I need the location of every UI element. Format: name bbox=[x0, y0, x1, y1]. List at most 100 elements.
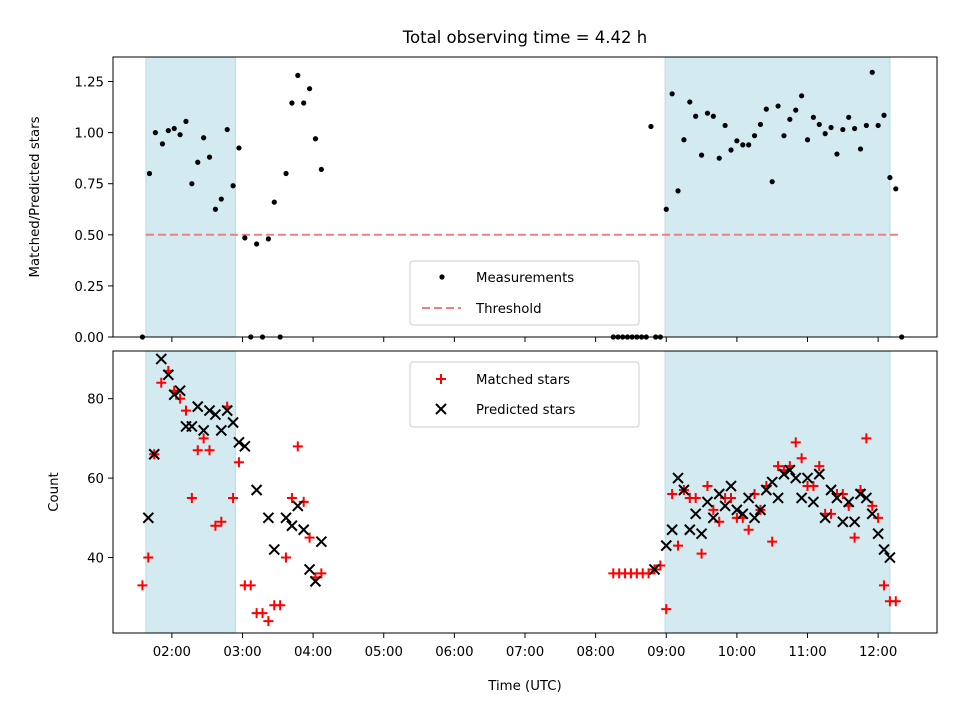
count-shaded-intervals bbox=[145, 350, 891, 634]
measurement-point bbox=[887, 174, 893, 181]
count-legend: Matched stars Predicted stars bbox=[409, 361, 640, 428]
measurement-point bbox=[230, 183, 236, 189]
predicted-star-point bbox=[766, 476, 778, 488]
measurement-point bbox=[857, 146, 864, 152]
measurement-point bbox=[863, 122, 869, 129]
measurement-point bbox=[681, 137, 687, 143]
count-y-tick-label: 80 bbox=[87, 393, 104, 408]
matched-star-point bbox=[708, 504, 719, 515]
x-tick-label: 11:00 bbox=[788, 645, 826, 660]
measurement-point bbox=[810, 114, 817, 120]
matched-star-point bbox=[702, 481, 713, 492]
predicted-star-point bbox=[754, 504, 767, 516]
predicted-star-point bbox=[866, 508, 878, 520]
matched-star-point bbox=[796, 453, 807, 464]
matched-star-point bbox=[861, 433, 872, 444]
matched-star-point bbox=[192, 445, 203, 456]
predicted-star-point bbox=[672, 472, 684, 484]
measurement-point bbox=[183, 118, 189, 124]
measurement-point bbox=[312, 136, 319, 142]
ratio-y-tick-label: 0.50 bbox=[74, 229, 104, 244]
predicted-star-point bbox=[795, 492, 808, 504]
predicted-star-point bbox=[719, 500, 731, 512]
measurement-point bbox=[301, 100, 307, 106]
x-tick-label: 02:00 bbox=[153, 645, 191, 660]
measurement-point bbox=[271, 199, 277, 205]
matched-star-point bbox=[257, 608, 268, 619]
ratio-legend-box bbox=[409, 260, 640, 326]
chart-title: Total observing time = 4.42 h bbox=[402, 28, 647, 47]
measurement-point bbox=[716, 155, 722, 161]
measurement-point bbox=[698, 152, 705, 158]
measurement-point bbox=[787, 116, 793, 122]
matched-star-point bbox=[690, 492, 701, 503]
measurement-point bbox=[722, 122, 728, 129]
measurement-point bbox=[852, 125, 858, 132]
predicted-star-point bbox=[872, 527, 884, 540]
predicted-star-point bbox=[737, 508, 749, 520]
predicted-star-point bbox=[221, 404, 233, 417]
matched-star-point bbox=[186, 492, 197, 503]
x-tick-label: 10:00 bbox=[718, 645, 756, 660]
ratio-x-ticks bbox=[171, 337, 879, 342]
predicted-star-point bbox=[801, 472, 814, 484]
matched-star-point bbox=[275, 600, 286, 611]
predicted-star-point bbox=[713, 488, 725, 500]
count-y-tick-label: 60 bbox=[87, 472, 104, 487]
matched-star-point bbox=[263, 616, 274, 627]
shaded-interval bbox=[664, 350, 891, 634]
measurement-point bbox=[195, 159, 201, 165]
measurement-point bbox=[295, 72, 301, 78]
legend-matched-marker bbox=[436, 374, 446, 384]
matched-star-point bbox=[726, 492, 736, 503]
matched-star-point bbox=[245, 580, 256, 591]
matched-star-point bbox=[743, 524, 754, 535]
measurement-point bbox=[201, 135, 207, 141]
legend-measurements-marker bbox=[439, 274, 445, 280]
measurement-point bbox=[775, 103, 781, 109]
x-tick-label: 07:00 bbox=[506, 645, 544, 660]
legend-predicted-label: Predicted stars bbox=[476, 403, 575, 418]
predicted-star-point bbox=[233, 436, 245, 449]
predicted-star-point bbox=[303, 563, 316, 576]
x-axis-label: Time (UTC) bbox=[487, 679, 562, 694]
matched-star-point bbox=[714, 516, 725, 527]
measurement-point bbox=[224, 126, 230, 133]
x-tick-label: 06:00 bbox=[435, 645, 473, 660]
measurement-point bbox=[781, 133, 787, 139]
count-legend-box bbox=[409, 361, 640, 428]
predicted-star-point bbox=[831, 492, 843, 504]
matched-star-point bbox=[316, 568, 327, 579]
matched-star-point bbox=[879, 580, 890, 591]
matched-star-point bbox=[749, 488, 760, 499]
predicted-star-point bbox=[186, 420, 198, 433]
measurement-point bbox=[893, 186, 899, 192]
measurement-point bbox=[822, 131, 828, 137]
ratio-y-tick-label: 0.75 bbox=[74, 178, 104, 193]
measurement-point bbox=[171, 125, 177, 132]
matched-star-point bbox=[808, 481, 819, 492]
measurement-point bbox=[212, 206, 219, 212]
matched-star-point bbox=[661, 604, 672, 615]
matched-star-point bbox=[849, 532, 860, 543]
measurement-point bbox=[306, 86, 313, 92]
predicted-star-point bbox=[825, 484, 837, 496]
matched-star-point bbox=[292, 441, 303, 452]
matched-star-point bbox=[814, 461, 825, 472]
ratio-legend: Measurements Threshold bbox=[409, 260, 640, 326]
matched-star-point bbox=[890, 596, 901, 607]
measurement-point bbox=[663, 206, 669, 212]
predicted-star-point bbox=[701, 496, 714, 508]
x-tick-label: 04:00 bbox=[294, 645, 332, 660]
predicted-star-point bbox=[884, 551, 896, 564]
x-tick-label: 12:00 bbox=[859, 645, 897, 660]
predicted-star-point bbox=[168, 388, 180, 401]
predicted-star-point bbox=[843, 496, 855, 508]
predicted-star-point bbox=[162, 369, 175, 381]
matched-star-point bbox=[826, 508, 837, 519]
x-tick-label: 09:00 bbox=[647, 645, 685, 660]
matched-star-point bbox=[228, 492, 239, 503]
matched-star-point bbox=[837, 488, 848, 499]
predicted-star-point bbox=[203, 404, 216, 417]
predicted-star-point bbox=[174, 385, 186, 397]
